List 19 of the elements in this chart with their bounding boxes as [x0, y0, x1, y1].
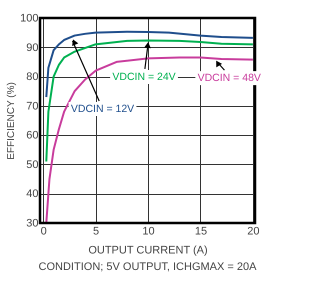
y-tick-label: 100 [20, 12, 38, 24]
y-tick-label: 80 [26, 71, 38, 84]
x-tick-label: 10 [142, 226, 155, 238]
x-axis-title: OUTPUT CURRENT (A) [88, 244, 208, 256]
x-tick-label: 5 [93, 226, 100, 238]
y-tick-label: 40 [26, 188, 38, 200]
y-tick-label: 90 [26, 42, 38, 54]
annotation: VDCIN = 24V [112, 70, 176, 83]
x-tick-label: 15 [194, 226, 208, 238]
annotation: VDCIN = 12V [70, 103, 134, 116]
y-tick-label: 70 [26, 100, 38, 112]
x-tick-label: 0 [40, 226, 47, 238]
text: CONDITION; 5V OUTPUT, ICHGMAX = 20A [38, 261, 258, 273]
y-tick-label: 30 [26, 218, 38, 230]
y-axis-title: EFFICIENCY (%) [6, 82, 18, 160]
y-tick-label: 60 [26, 130, 38, 142]
x-tick-label: 20 [247, 226, 260, 238]
y-tick-label: 50 [26, 158, 38, 171]
annotation: VDCIN = 48V [198, 72, 261, 84]
